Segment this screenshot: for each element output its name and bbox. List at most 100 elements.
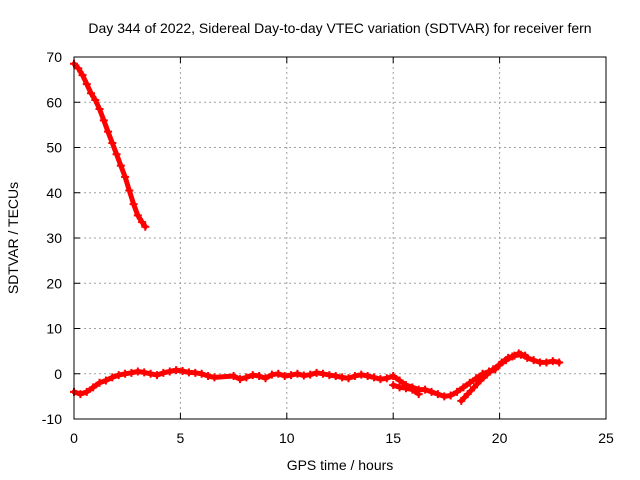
data-point xyxy=(521,351,530,360)
data-point xyxy=(78,71,87,80)
data-point xyxy=(82,80,91,89)
data-point xyxy=(318,369,327,378)
data-point xyxy=(178,367,187,376)
data-point xyxy=(465,378,474,387)
data-point xyxy=(548,357,557,366)
data-point xyxy=(395,376,404,385)
y-axis-label: SDTVAR / TECUs xyxy=(5,182,21,294)
data-point xyxy=(95,105,104,114)
data-point xyxy=(108,138,117,147)
y-tick-label: 20 xyxy=(46,275,62,291)
data-point xyxy=(344,374,353,383)
x-tick-label: 5 xyxy=(177,430,185,446)
data-point xyxy=(555,358,564,367)
data-series xyxy=(70,59,564,405)
data-point xyxy=(210,373,219,382)
chart-title: Day 344 of 2022, Sidereal Day-to-day VTE… xyxy=(88,20,591,36)
data-point xyxy=(489,365,498,374)
data-point xyxy=(401,384,410,393)
series-segment-3 xyxy=(389,381,423,399)
data-point xyxy=(95,378,104,387)
data-point xyxy=(112,150,121,159)
x-tick-label: 25 xyxy=(598,430,614,446)
data-point xyxy=(459,383,468,392)
data-point xyxy=(363,372,372,381)
data-point xyxy=(457,396,466,405)
data-point xyxy=(293,369,302,378)
y-tick-label: 40 xyxy=(46,185,62,201)
data-point xyxy=(108,373,117,382)
data-point xyxy=(133,211,142,220)
data-point xyxy=(235,375,244,384)
data-point xyxy=(357,370,366,379)
y-tick-labels: -10 0 10 20 30 40 50 60 70 xyxy=(42,49,62,427)
data-point xyxy=(87,89,96,98)
data-point xyxy=(495,360,504,369)
data-point xyxy=(389,381,398,390)
data-point xyxy=(204,372,213,381)
data-point xyxy=(389,372,398,381)
data-point xyxy=(331,372,340,381)
y-tick-label: 60 xyxy=(46,94,62,110)
x-tick-label: 0 xyxy=(70,430,78,446)
y-tick-label: 0 xyxy=(54,366,62,382)
data-point xyxy=(476,376,485,385)
data-point xyxy=(472,374,481,383)
data-point xyxy=(427,387,436,396)
data-point xyxy=(129,200,138,209)
data-point xyxy=(514,349,523,358)
grid-lines xyxy=(73,56,607,420)
data-point xyxy=(255,372,264,381)
data-point xyxy=(463,390,472,399)
data-point xyxy=(287,371,296,380)
data-point xyxy=(242,373,251,382)
data-point xyxy=(104,127,113,136)
data-point xyxy=(453,387,462,396)
data-point xyxy=(74,64,83,73)
x-axis-label: GPS time / hours xyxy=(287,457,394,473)
series-segment-1 xyxy=(70,59,150,231)
data-point xyxy=(121,172,130,181)
data-point xyxy=(482,370,491,379)
y-tick-label: 30 xyxy=(46,230,62,246)
data-point xyxy=(306,370,315,379)
data-point xyxy=(138,218,147,227)
y-tick-label: -10 xyxy=(42,411,62,427)
data-point xyxy=(274,369,283,378)
data-point xyxy=(370,373,379,382)
data-point xyxy=(127,368,136,377)
data-point xyxy=(141,222,150,231)
data-point xyxy=(408,385,417,394)
data-point xyxy=(261,374,270,383)
data-point xyxy=(508,352,517,361)
data-point xyxy=(350,372,359,381)
x-tick-label: 10 xyxy=(279,430,295,446)
x-tick-label: 15 xyxy=(385,430,401,446)
data-point xyxy=(114,371,123,380)
y-tick-label: 10 xyxy=(46,321,62,337)
data-point xyxy=(414,390,423,399)
data-point xyxy=(421,385,430,394)
data-point xyxy=(146,369,155,378)
y-tick-label: 70 xyxy=(46,49,62,65)
data-point xyxy=(501,356,510,365)
plot-frame xyxy=(73,56,607,420)
series-segment-4 xyxy=(457,349,530,405)
data-point xyxy=(542,358,551,367)
data-point xyxy=(446,391,455,400)
y-tick-label: 50 xyxy=(46,140,62,156)
data-point xyxy=(152,371,161,380)
data-point xyxy=(91,95,100,104)
data-point xyxy=(382,374,391,383)
data-point xyxy=(76,390,85,399)
x-tick-label: 20 xyxy=(492,430,508,446)
data-point xyxy=(165,367,174,376)
data-point xyxy=(433,390,442,399)
data-point xyxy=(82,387,91,396)
data-point xyxy=(470,383,479,392)
data-point xyxy=(229,372,238,381)
series-band xyxy=(71,61,148,230)
data-point xyxy=(125,186,134,195)
data-point xyxy=(140,368,149,377)
